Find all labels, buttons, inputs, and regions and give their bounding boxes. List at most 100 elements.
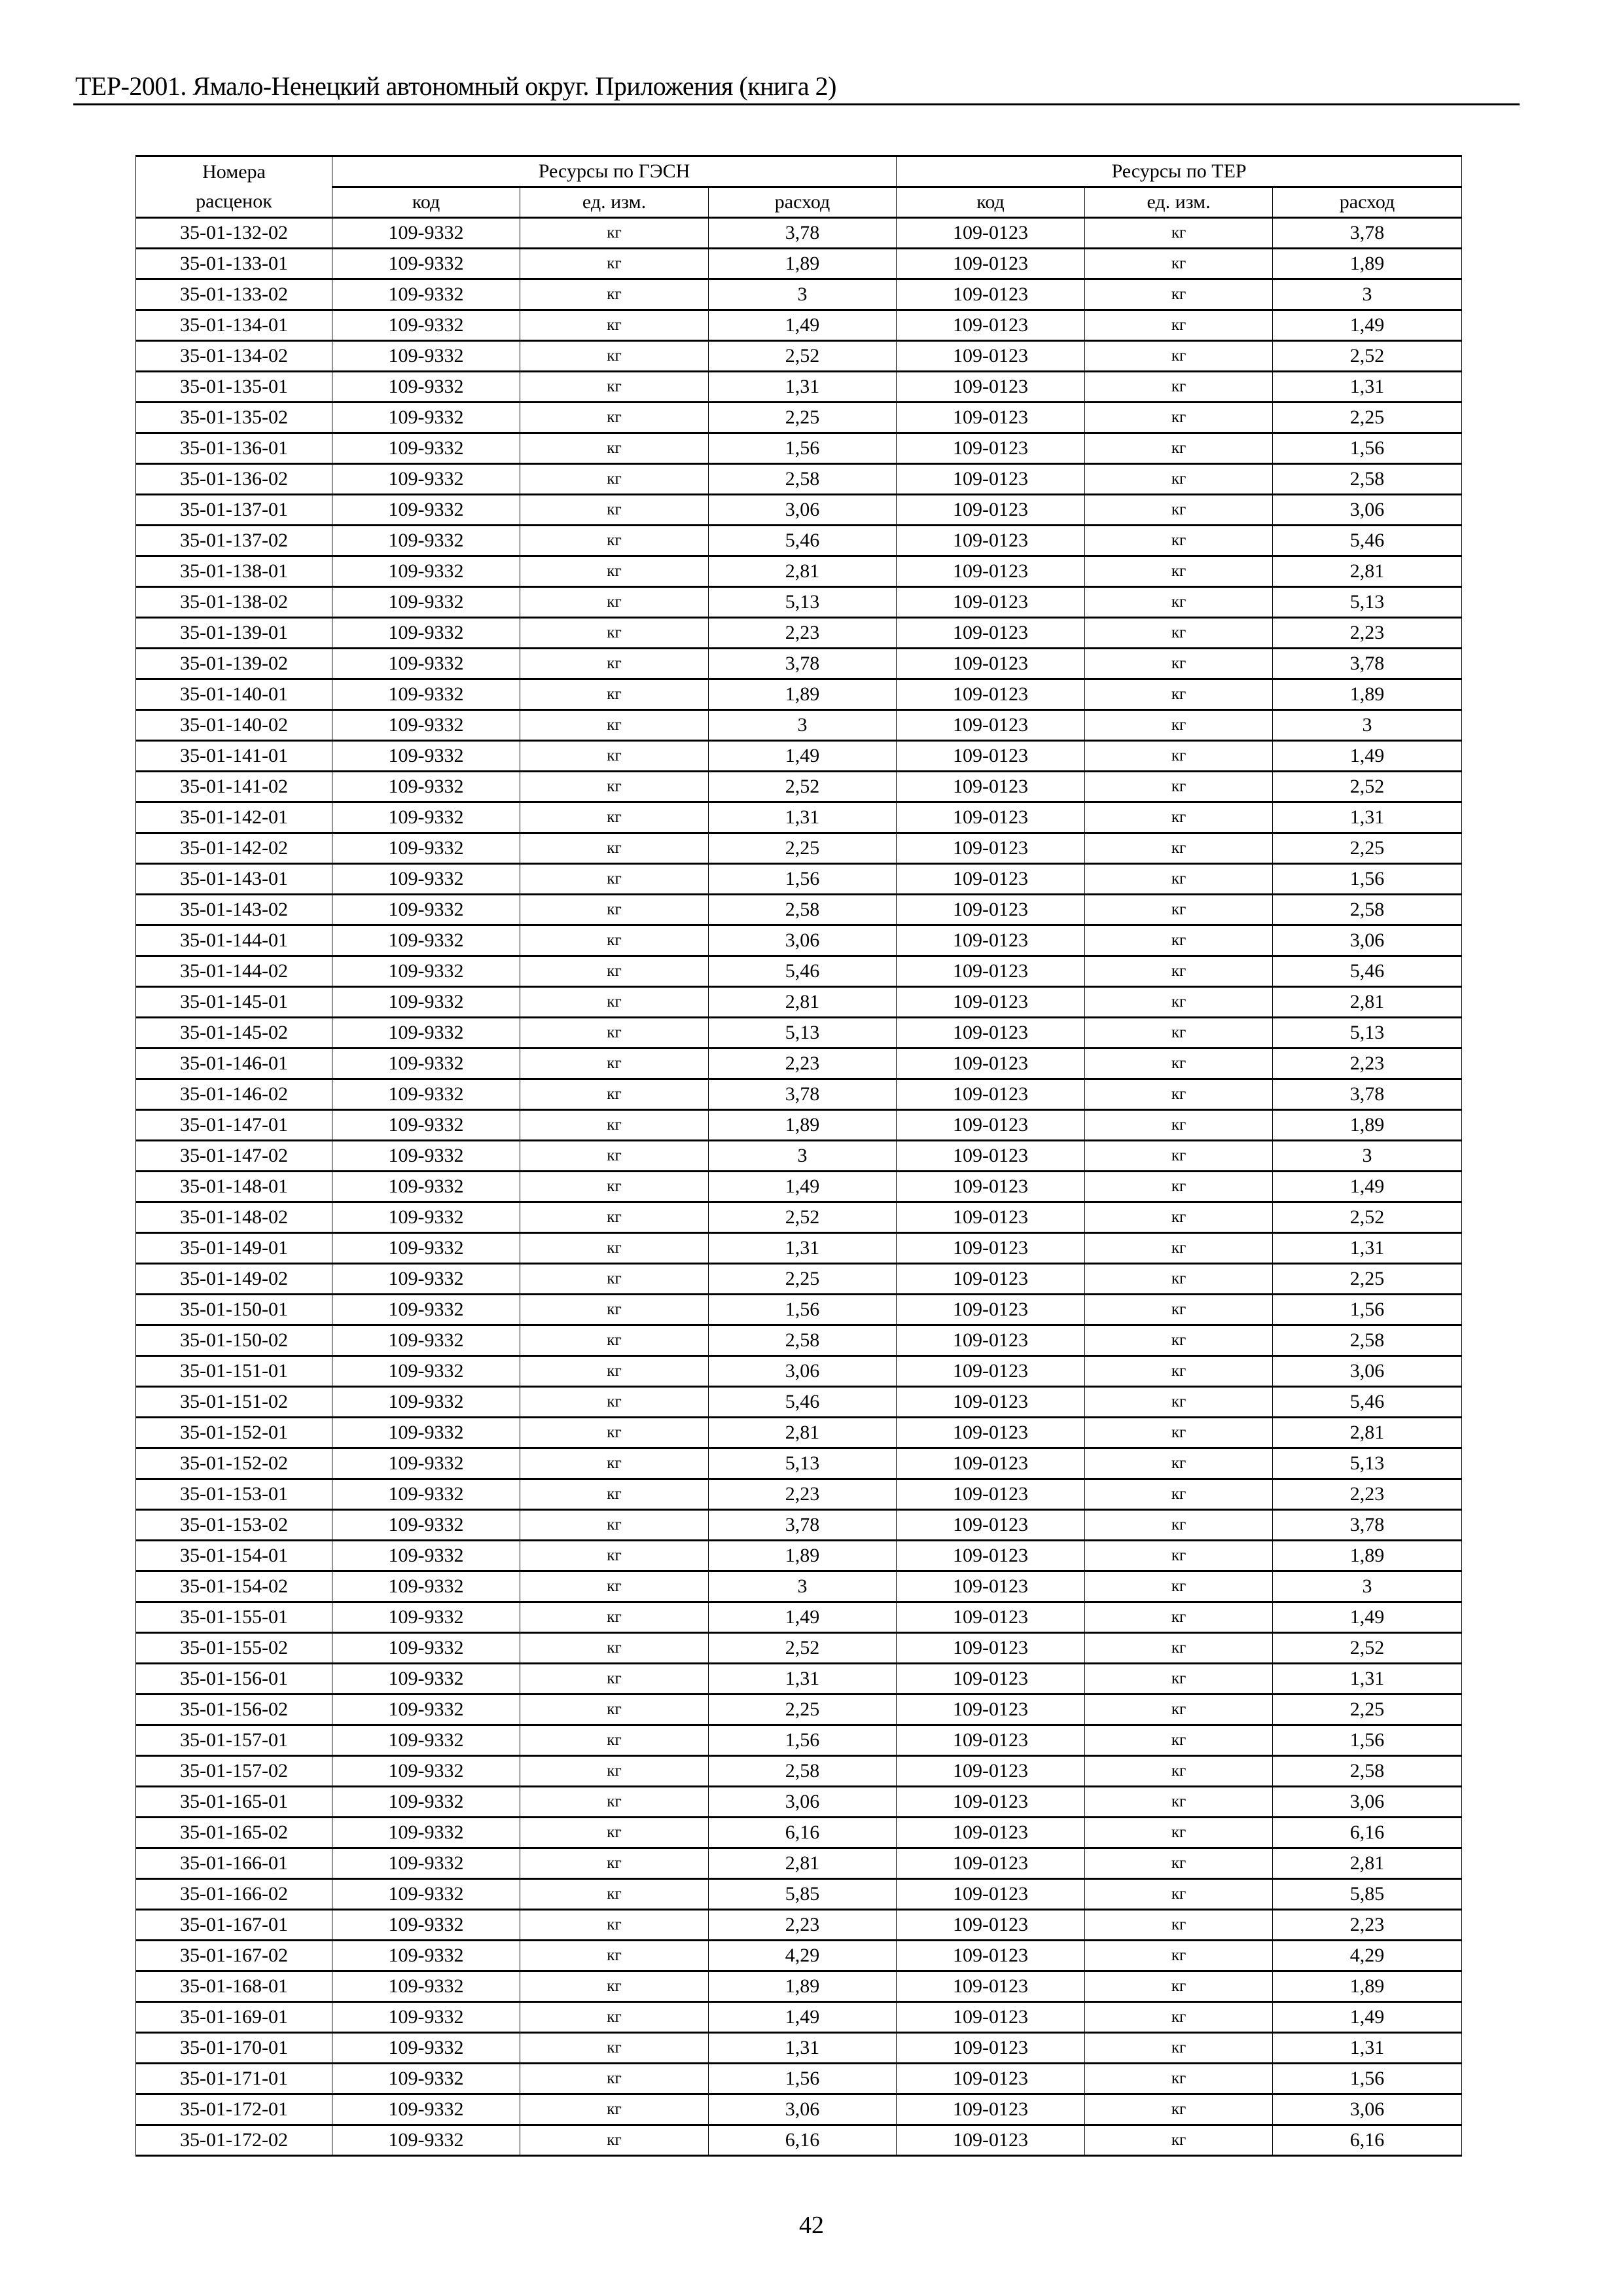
ter-amount-cell: 5,46 xyxy=(1272,1386,1463,1418)
gesn-code-cell: 109-9332 xyxy=(332,1909,520,1941)
ter-unit-cell: кг xyxy=(1084,401,1274,434)
gesn-code-cell: 109-9332 xyxy=(332,1878,520,1910)
ter-amount-cell: 3,78 xyxy=(1272,217,1463,249)
gesn-unit-cell: кг xyxy=(520,617,709,649)
rate-number-cell: 35-01-154-01 xyxy=(135,1539,332,1572)
header-group-ter: Ресурсы по ТЕР xyxy=(896,155,1463,188)
ter-unit-cell: кг xyxy=(1084,2062,1274,2095)
ter-unit-cell: кг xyxy=(1084,2001,1274,2034)
ter-amount-cell: 2,23 xyxy=(1272,617,1463,649)
ter-code-cell: 109-0123 xyxy=(896,1324,1086,1357)
table-row: 35-01-142-02 109-9332 кг 2,25 109-0123 кг 2,25 xyxy=(135,832,1463,865)
ter-unit-cell: кг xyxy=(1084,432,1274,465)
table-row: 35-01-167-02 109-9332 кг 4,29 109-0123 кг 4,29 xyxy=(135,1939,1463,1972)
ter-amount-cell: 1,56 xyxy=(1272,2062,1463,2095)
gesn-code-cell: 109-9332 xyxy=(332,924,520,957)
gesn-unit-cell: кг xyxy=(520,1632,709,1664)
rate-number-cell: 35-01-165-01 xyxy=(135,1785,332,1818)
ter-code-cell: 109-0123 xyxy=(896,278,1086,311)
rate-number-cell: 35-01-133-02 xyxy=(135,278,332,311)
ter-amount-cell: 1,89 xyxy=(1272,1109,1463,1141)
ter-amount-cell: 5,13 xyxy=(1272,1447,1463,1480)
rate-number-cell: 35-01-171-01 xyxy=(135,2062,332,2095)
gesn-code-cell: 109-9332 xyxy=(332,247,520,280)
table-row: 35-01-142-01 109-9332 кг 1,31 109-0123 кг 1,31 xyxy=(135,801,1463,834)
table-row: 35-01-152-01 109-9332 кг 2,81 109-0123 кг 2,81 xyxy=(135,1416,1463,1449)
ter-code-cell: 109-0123 xyxy=(896,2093,1086,2126)
rate-number-cell: 35-01-148-02 xyxy=(135,1201,332,1234)
header-rule xyxy=(73,103,1520,105)
rate-number-cell: 35-01-156-02 xyxy=(135,1693,332,1726)
gesn-code-cell: 109-9332 xyxy=(332,401,520,434)
resources-table: Номера Ресурсы по ГЭСН Ресурсы по ТЕР ра… xyxy=(135,155,1463,2157)
ter-unit-cell: кг xyxy=(1084,1662,1274,1695)
gesn-code-cell: 109-9332 xyxy=(332,278,520,311)
gesn-unit-cell: кг xyxy=(520,709,709,742)
table-row: 35-01-156-01 109-9332 кг 1,31 109-0123 кг 1,31 xyxy=(135,1662,1463,1695)
ter-amount-cell: 2,52 xyxy=(1272,770,1463,803)
gesn-amount-cell: 2,81 xyxy=(707,986,897,1018)
ter-unit-cell: кг xyxy=(1084,1109,1274,1141)
ter-code-cell: 109-0123 xyxy=(896,1478,1086,1511)
ter-code-cell: 109-0123 xyxy=(896,1355,1086,1388)
ter-unit-cell: кг xyxy=(1084,2093,1274,2126)
gesn-unit-cell: кг xyxy=(520,278,709,311)
ter-amount-cell: 2,25 xyxy=(1272,1693,1463,1726)
gesn-amount-cell: 2,81 xyxy=(707,1416,897,1449)
rate-number-cell: 35-01-140-01 xyxy=(135,678,332,711)
rate-number-cell: 35-01-135-02 xyxy=(135,401,332,434)
gesn-amount-cell: 2,81 xyxy=(707,1847,897,1880)
ter-code-cell: 109-0123 xyxy=(896,1755,1086,1787)
gesn-unit-cell: кг xyxy=(520,1016,709,1049)
rate-number-cell: 35-01-165-02 xyxy=(135,1816,332,1849)
table-row: 35-01-157-01 109-9332 кг 1,56 109-0123 кг 1,56 xyxy=(135,1724,1463,1757)
rate-number-cell: 35-01-135-01 xyxy=(135,370,332,403)
rate-number-cell: 35-01-146-02 xyxy=(135,1078,332,1111)
gesn-amount-cell: 2,52 xyxy=(707,770,897,803)
ter-unit-cell: кг xyxy=(1084,1416,1274,1449)
ter-amount-cell: 3 xyxy=(1272,1570,1463,1603)
gesn-unit-cell: кг xyxy=(520,217,709,249)
rate-number-cell: 35-01-136-02 xyxy=(135,463,332,495)
gesn-amount-cell: 1,89 xyxy=(707,247,897,280)
gesn-code-cell: 109-9332 xyxy=(332,309,520,342)
gesn-amount-cell: 5,46 xyxy=(707,1386,897,1418)
rate-number-cell: 35-01-151-01 xyxy=(135,1355,332,1388)
gesn-code-cell: 109-9332 xyxy=(332,1078,520,1111)
ter-code-cell: 109-0123 xyxy=(896,832,1086,865)
gesn-code-cell: 109-9332 xyxy=(332,1170,520,1203)
ter-code-cell: 109-0123 xyxy=(896,555,1086,588)
gesn-unit-cell: кг xyxy=(520,432,709,465)
ter-unit-cell: кг xyxy=(1084,617,1274,649)
gesn-unit-cell: кг xyxy=(520,1693,709,1726)
gesn-unit-cell: кг xyxy=(520,1970,709,2003)
ter-code-cell: 109-0123 xyxy=(896,1047,1086,1080)
gesn-amount-cell: 2,23 xyxy=(707,1909,897,1941)
ter-code-cell: 109-0123 xyxy=(896,1970,1086,2003)
header-ter-unit: ед. изм. xyxy=(1084,186,1274,219)
gesn-code-cell: 109-9332 xyxy=(332,1139,520,1172)
gesn-code-cell: 109-9332 xyxy=(332,1785,520,1818)
gesn-unit-cell: кг xyxy=(520,647,709,680)
ter-code-cell: 109-0123 xyxy=(896,1447,1086,1480)
ter-code-cell: 109-0123 xyxy=(896,2001,1086,2034)
rate-number-cell: 35-01-146-01 xyxy=(135,1047,332,1080)
ter-amount-cell: 2,52 xyxy=(1272,1632,1463,1664)
ter-unit-cell: кг xyxy=(1084,1170,1274,1203)
gesn-code-cell: 109-9332 xyxy=(332,770,520,803)
ter-amount-cell: 2,52 xyxy=(1272,1201,1463,1234)
ter-amount-cell: 1,31 xyxy=(1272,2032,1463,2064)
rate-number-cell: 35-01-167-02 xyxy=(135,1939,332,1972)
ter-unit-cell: кг xyxy=(1084,801,1274,834)
ter-unit-cell: кг xyxy=(1084,340,1274,372)
gesn-unit-cell: кг xyxy=(520,1939,709,1972)
ter-code-cell: 109-0123 xyxy=(896,1693,1086,1726)
ter-unit-cell: кг xyxy=(1084,1878,1274,1910)
rate-number-cell: 35-01-145-02 xyxy=(135,1016,332,1049)
ter-unit-cell: кг xyxy=(1084,2124,1274,2157)
gesn-unit-cell: кг xyxy=(520,893,709,926)
gesn-unit-cell: кг xyxy=(520,863,709,895)
table-row: 35-01-140-02 109-9332 кг 3 109-0123 кг 3 xyxy=(135,709,1463,742)
ter-amount-cell: 1,31 xyxy=(1272,801,1463,834)
table-row: 35-01-148-01 109-9332 кг 1,49 109-0123 кг 1,49 xyxy=(135,1170,1463,1203)
